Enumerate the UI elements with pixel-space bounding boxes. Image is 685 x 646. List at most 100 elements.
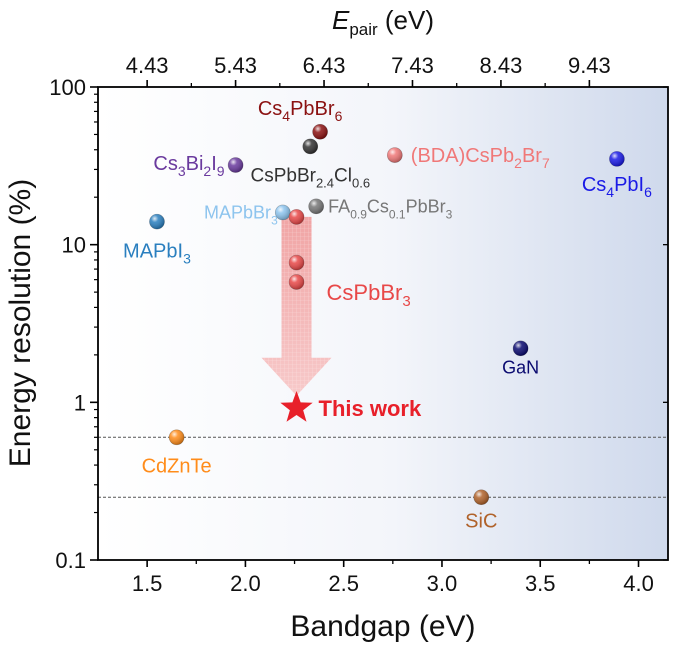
data-point-highlight xyxy=(169,429,185,445)
top-tick-label: 8.43 xyxy=(480,53,523,78)
label-segment: Br xyxy=(522,145,542,167)
top-tick-label: 4.43 xyxy=(126,53,169,78)
label-segment: 0.6 xyxy=(352,175,370,190)
label-segment: 6 xyxy=(644,184,652,200)
data-point-highlight xyxy=(308,198,324,214)
point-labels: Cs4PbBr6Cs3Bi2I9(BDA)CsPb2Br7CsPbBr2.4Cl… xyxy=(123,98,652,532)
x-tick-label: 3.0 xyxy=(427,571,458,596)
data-point-highlight xyxy=(149,214,165,230)
top-axis-title-unit: (eV) xyxy=(378,5,434,35)
data-point-label: GaN xyxy=(502,357,539,377)
label-segment: CsPbBr xyxy=(327,280,403,305)
label-segment: PbBr xyxy=(406,196,446,216)
data-point-label: MAPbI3 xyxy=(123,241,191,267)
x-tick-label: 2.5 xyxy=(328,571,359,596)
data-point xyxy=(386,147,403,163)
data-point xyxy=(227,157,244,173)
label-segment: GaN xyxy=(502,357,539,377)
top-axis-title-main: E xyxy=(332,5,350,35)
label-segment: FA xyxy=(328,196,350,216)
top-axis-title-sub: pair xyxy=(349,20,378,39)
data-point-label: CsPbBr2.4Cl0.6 xyxy=(250,165,370,190)
label-segment: I xyxy=(211,153,217,175)
label-segment: PbI xyxy=(614,174,644,196)
data-point xyxy=(512,340,529,357)
data-point-label: CdZnTe xyxy=(142,455,212,477)
reference-lines xyxy=(98,436,668,498)
label-segment: Cs xyxy=(582,174,606,196)
axis-ticks xyxy=(90,80,668,567)
label-segment: 3 xyxy=(183,251,191,267)
data-point xyxy=(609,151,625,167)
data-point-label: Cs3Bi2I9 xyxy=(153,153,224,179)
data-point-highlight xyxy=(513,340,529,356)
data-points xyxy=(149,123,625,506)
data-point xyxy=(312,123,328,140)
y-tick-label: 10 xyxy=(62,233,86,258)
data-point-highlight xyxy=(302,138,318,154)
this-work-label: This work xyxy=(319,396,422,421)
label-segment: 4 xyxy=(606,184,614,200)
x-tick-label: 4.0 xyxy=(623,571,654,596)
label-segment: 0.9 xyxy=(350,207,367,221)
label-segment: 3 xyxy=(178,163,186,179)
top-axis-title: Epair (eV) xyxy=(332,5,434,39)
data-point xyxy=(149,213,165,230)
data-point-label: CsPbBr3 xyxy=(327,280,411,310)
this-work-star xyxy=(280,391,313,422)
label-segment: CsPbBr xyxy=(250,165,316,186)
label-segment: 2 xyxy=(203,163,211,179)
arrow-hatch xyxy=(261,216,332,396)
data-point xyxy=(302,138,319,155)
data-point-label: Cs4PbBr6 xyxy=(258,98,343,124)
data-point xyxy=(274,204,291,221)
data-point-highlight xyxy=(473,489,489,505)
top-tick-label: 5.43 xyxy=(214,53,257,78)
data-point xyxy=(308,198,324,215)
label-segment: 2 xyxy=(514,155,522,171)
x-tick-label: 2.0 xyxy=(230,571,261,596)
tick-labels: 1.5 2.0 2.5 3.0 3.5 4.0 4.43 5.43 6.43 7.43 8.43 9.… xyxy=(49,53,654,596)
data-point xyxy=(473,489,490,506)
label-segment: MAPbBr xyxy=(204,202,271,222)
y-tick-label: 1 xyxy=(74,390,86,415)
label-segment: Cs xyxy=(153,153,177,175)
label-segment: 3 xyxy=(402,293,410,310)
label-segment: 2.4 xyxy=(316,175,334,190)
label-segment: CdZnTe xyxy=(142,455,212,477)
data-point-label: SiC xyxy=(465,510,497,532)
top-tick-label: 6.43 xyxy=(303,53,346,78)
data-point-highlight xyxy=(289,209,305,225)
x-axis-title: Bandgap (eV) xyxy=(290,610,475,643)
label-segment: 3 xyxy=(446,207,453,221)
top-tick-label: 9.43 xyxy=(568,53,611,78)
data-point-highlight xyxy=(312,124,328,140)
label-segment: SiC xyxy=(465,510,497,532)
data-point-label: (BDA)CsPb2Br7 xyxy=(411,145,550,171)
data-point-highlight xyxy=(387,147,403,163)
data-point-label: MAPbBr3 xyxy=(204,202,278,227)
label-segment: 3 xyxy=(271,213,278,227)
x-tick-label: 1.5 xyxy=(132,571,163,596)
data-point-highlight xyxy=(275,204,291,220)
label-segment: Cs xyxy=(367,196,389,216)
x-tick-label: 3.5 xyxy=(525,571,556,596)
improvement-arrow xyxy=(261,216,332,396)
label-segment: 6 xyxy=(335,108,343,124)
data-point-highlight xyxy=(289,274,305,290)
data-point-label: FA0.9Cs0.1PbBr3 xyxy=(328,196,452,221)
label-segment: MAPbI xyxy=(123,241,183,263)
label-segment: 7 xyxy=(542,155,550,171)
data-point xyxy=(288,209,305,225)
label-segment: Cs xyxy=(258,98,282,120)
label-segment: Bi xyxy=(186,153,204,175)
label-segment: 4 xyxy=(282,108,290,124)
label-segment: PbBr xyxy=(290,98,335,120)
y-axis-title: Energy resolution (%) xyxy=(4,179,37,467)
label-segment: 9 xyxy=(217,163,225,179)
top-tick-label: 7.43 xyxy=(391,53,434,78)
data-point-highlight xyxy=(289,255,305,271)
label-segment: 0.1 xyxy=(389,207,406,221)
